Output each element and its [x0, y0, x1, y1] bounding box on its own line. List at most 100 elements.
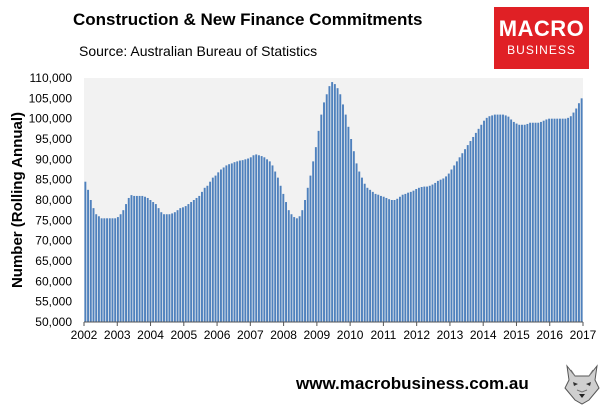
bar [477, 128, 480, 322]
bar [431, 184, 434, 322]
bar [163, 214, 165, 322]
bar [260, 156, 263, 322]
bar [445, 176, 448, 322]
x-tick-label: 2010 [337, 328, 364, 342]
bar [572, 112, 575, 322]
macrobusiness-logo[interactable]: MACRO BUSINESS [494, 7, 589, 69]
bar [542, 120, 545, 322]
bar [417, 187, 420, 322]
x-tick-label: 2011 [370, 328, 396, 342]
bar [483, 120, 485, 322]
bar [564, 118, 567, 323]
bar [233, 162, 236, 322]
y-tick-label: 95,000 [35, 132, 72, 146]
bar [390, 200, 393, 322]
bar [184, 206, 187, 322]
bar [133, 195, 136, 322]
x-tick-label: 2002 [71, 328, 98, 342]
bar [103, 218, 106, 322]
bar [285, 202, 287, 322]
bar [127, 197, 130, 322]
bar [531, 122, 534, 322]
bar [230, 163, 233, 322]
bar [298, 216, 301, 322]
bar [304, 200, 306, 322]
y-tick-label: 85,000 [35, 173, 72, 187]
bar [206, 185, 209, 322]
bar [333, 84, 336, 322]
bar [428, 185, 431, 322]
bar [502, 114, 504, 322]
bar [325, 94, 328, 323]
bar [331, 82, 334, 322]
bar [393, 200, 396, 322]
bar [496, 114, 499, 322]
bar [534, 122, 537, 322]
bar [241, 160, 244, 322]
bar [323, 102, 325, 323]
bar [111, 218, 114, 322]
bar [244, 159, 247, 322]
bar [195, 197, 198, 322]
bar [89, 200, 92, 322]
bar [380, 195, 382, 322]
bar [510, 119, 513, 322]
bar [499, 114, 502, 322]
bar [491, 115, 494, 322]
bar [450, 169, 453, 322]
bar [455, 161, 458, 322]
bar [198, 195, 201, 322]
bar [577, 103, 580, 322]
y-tick-label: 75,000 [35, 213, 72, 227]
bar [149, 200, 152, 322]
bar [415, 189, 418, 322]
bar [228, 164, 231, 322]
bar [442, 178, 445, 322]
bar [398, 196, 401, 322]
bar [171, 213, 174, 322]
bar [154, 204, 157, 322]
bar [309, 175, 312, 322]
bar [192, 200, 195, 322]
bar [521, 124, 523, 323]
y-tick-label: 80,000 [35, 193, 72, 207]
x-tick-label: 2014 [470, 328, 497, 342]
bar [209, 181, 212, 322]
bar [320, 114, 323, 322]
bar [488, 116, 491, 322]
bar [173, 212, 176, 322]
bar [317, 130, 320, 322]
bar [526, 123, 529, 322]
bar [382, 196, 385, 322]
bar [439, 179, 442, 322]
bar [537, 122, 540, 322]
x-tick-label: 2012 [403, 328, 430, 342]
bar [135, 195, 138, 322]
bar [295, 218, 298, 322]
bar [540, 121, 542, 322]
bar [464, 149, 466, 322]
logo-line2: BUSINESS [507, 43, 576, 57]
bar [282, 193, 285, 322]
bar [545, 119, 548, 322]
bar [550, 118, 553, 323]
bar [426, 186, 429, 322]
bar [122, 210, 125, 322]
bar [116, 217, 119, 322]
bar [472, 136, 475, 322]
footer-url-link[interactable]: www.macrobusiness.com.au [296, 374, 529, 393]
bar [279, 185, 282, 322]
bar [350, 139, 353, 322]
bar [106, 218, 109, 322]
x-tick-label: 2005 [170, 328, 197, 342]
bar [225, 165, 228, 322]
bar [306, 187, 309, 322]
bar [369, 189, 372, 322]
bar [371, 191, 374, 322]
bar [219, 169, 222, 322]
bar [423, 186, 426, 322]
bar [214, 175, 217, 322]
x-tick-label: 2017 [570, 328, 597, 342]
bar [203, 187, 206, 322]
bar [507, 116, 510, 322]
